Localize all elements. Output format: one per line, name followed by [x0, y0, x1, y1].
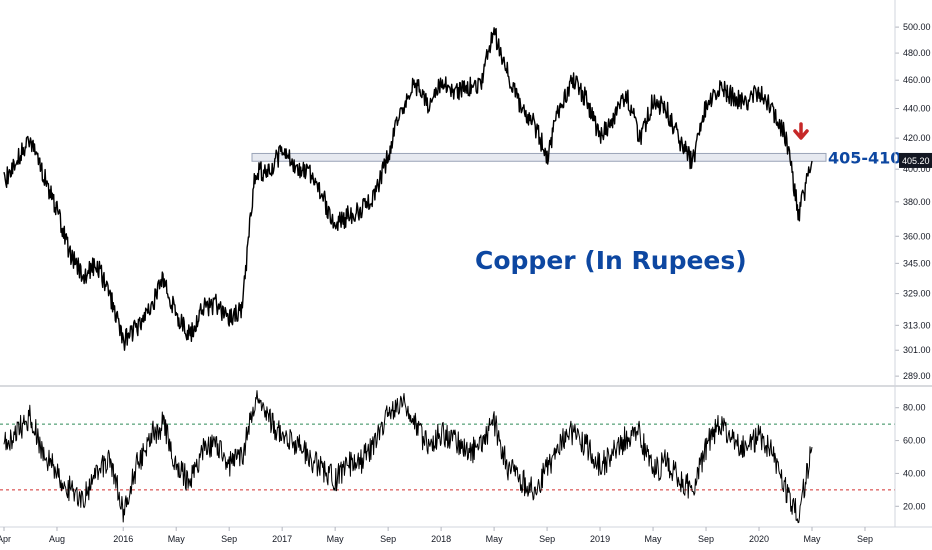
time-tick-label: Sep	[221, 534, 237, 544]
osc-tick-label: 40.00	[903, 468, 926, 478]
price-tick-label: 301.00	[903, 345, 931, 355]
price-tick-label: 360.00	[903, 231, 931, 241]
price-tick-label: 480.00	[903, 48, 931, 58]
time-tick-label: May	[645, 534, 663, 544]
time-axis: Apr Aug 2016 May Sep 2017 May Sep 2018 May Sep 2019…	[0, 527, 873, 544]
price-tick-label: 400.00	[903, 164, 931, 174]
price-series-line	[3, 27, 813, 351]
time-tick-label: Sep	[857, 534, 873, 544]
osc-tick-label: 60.00	[903, 436, 926, 446]
osc-tick-label: 80.00	[903, 403, 926, 413]
oscillator-pane: 80.00 60.00 40.00 20.00	[0, 390, 926, 524]
price-tick-label: 380.00	[903, 197, 931, 207]
price-tick-label: 345.00	[903, 258, 931, 268]
last-price-value: 405.20	[902, 156, 930, 166]
time-tick-label: 2016	[113, 534, 133, 544]
price-tick-label: 500.00	[903, 22, 931, 32]
price-tick-label: 329.00	[903, 289, 931, 299]
price-plot	[3, 27, 813, 351]
time-tick-label: 2018	[431, 534, 451, 544]
zone-label: 405-410	[828, 148, 901, 167]
oscillator-plot	[0, 390, 895, 524]
time-tick-label: May	[486, 534, 504, 544]
price-pane: 500.00 480.00 460.00 440.00 420.00 400.00 380.…	[3, 22, 932, 381]
chart-title: Copper (In Rupees)	[475, 246, 747, 275]
time-tick-label: May	[327, 534, 345, 544]
down-arrow-icon	[793, 122, 809, 140]
time-tick-label: May	[168, 534, 186, 544]
time-tick-label: 2020	[749, 534, 769, 544]
time-tick-label: 2017	[272, 534, 292, 544]
time-tick-label: 2019	[590, 534, 610, 544]
support-zone	[251, 152, 827, 162]
time-tick-label: Apr	[0, 534, 11, 544]
price-tick-label: 420.00	[903, 133, 931, 143]
price-axis: 500.00 480.00 460.00 440.00 420.00 400.00 380.…	[895, 22, 931, 381]
down-arrow-shape	[793, 122, 809, 140]
time-tick-label: Sep	[698, 534, 714, 544]
time-tick-label: Sep	[380, 534, 396, 544]
osc-tick-label: 20.00	[903, 501, 926, 511]
price-tick-label: 460.00	[903, 75, 931, 85]
time-tick-label: May	[803, 534, 821, 544]
price-tick-label: 289.00	[903, 371, 931, 381]
time-tick-label: Aug	[49, 534, 65, 544]
oscillator-series-line	[3, 390, 813, 524]
last-price-tag: 405.20	[899, 152, 932, 168]
price-tick-label: 440.00	[903, 103, 931, 113]
price-tick-label: 313.00	[903, 320, 931, 330]
oscillator-axis: 80.00 60.00 40.00 20.00	[895, 403, 926, 511]
time-tick-label: Sep	[539, 534, 555, 544]
last-price-background	[899, 152, 932, 168]
